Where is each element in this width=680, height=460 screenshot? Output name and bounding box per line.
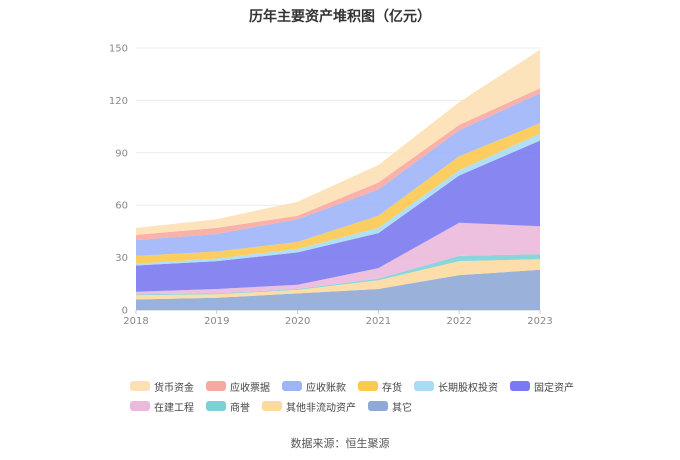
legend-label: 商誉 [230, 402, 250, 414]
chart-title: 历年主要资产堆积图（亿元） [249, 9, 431, 25]
legend-item[interactable]: 其它 [368, 399, 412, 414]
legend-swatch [130, 401, 150, 411]
legend-swatch [206, 401, 226, 411]
area-series-1 [136, 269, 540, 310]
y-tick-label: 150 [109, 44, 128, 55]
y-tick-label: 30 [115, 253, 128, 264]
legend-row: 在建工程 商誉 其他非流动资产 其它 [130, 396, 560, 416]
area-series-10 [136, 49, 540, 235]
x-tick-label: 2022 [446, 316, 471, 327]
legend-item[interactable]: 长期股权投资 [414, 379, 498, 394]
chart-legend: 货币资金 应收票据 应收账款 存货 长期股权投资 固定资产在建工程 商誉 其他非流动资产 其它 [130, 376, 574, 416]
legend-label: 存货 [382, 382, 402, 394]
legend-item[interactable]: 应收票据 [206, 379, 270, 394]
legend-swatch [414, 381, 434, 391]
area-series-7 [136, 123, 540, 264]
x-tick-label: 2018 [123, 316, 148, 327]
legend-label: 固定资产 [534, 382, 574, 394]
legend-item[interactable]: 货币资金 [130, 379, 194, 394]
legend-swatch [130, 381, 150, 391]
area-series-3 [136, 254, 540, 296]
legend-item[interactable]: 固定资产 [510, 379, 574, 394]
data-source-note: 数据来源：恒生聚源 [290, 437, 390, 450]
legend-item[interactable]: 其他非流动资产 [262, 399, 356, 414]
area-series-2 [136, 259, 540, 300]
y-tick-label: 60 [115, 201, 128, 212]
y-tick-label: 90 [115, 148, 128, 159]
x-tick-label: 2020 [285, 316, 310, 327]
legend-swatch [262, 401, 282, 411]
area-series-5 [136, 140, 540, 292]
legend-swatch [368, 401, 388, 411]
legend-item[interactable]: 在建工程 [130, 399, 194, 414]
legend-row: 货币资金 应收票据 应收账款 存货 长期股权投资 固定资产 [130, 376, 574, 396]
x-tick-label: 2019 [204, 316, 229, 327]
area-series-8 [136, 93, 540, 256]
legend-label: 长期股权投资 [438, 382, 498, 394]
legend-swatch [510, 381, 530, 391]
area-series-6 [136, 133, 540, 266]
legend-swatch [282, 381, 302, 391]
legend-item[interactable]: 应收账款 [282, 379, 346, 394]
legend-label: 货币资金 [154, 382, 194, 394]
y-tick-label: 0 [122, 306, 128, 317]
legend-label: 应收票据 [230, 382, 270, 394]
legend-label: 应收账款 [306, 382, 346, 394]
legend-label: 其它 [392, 402, 412, 414]
stacked-area-chart: 0 30 60 90 120 150 2018 2019 2020 2021 2022 2023 [109, 44, 553, 328]
area-series-4 [136, 222, 540, 295]
legend-swatch [358, 381, 378, 391]
legend-label: 其他非流动资产 [286, 402, 356, 414]
x-tick-label: 2023 [527, 316, 552, 327]
legend-item[interactable]: 存货 [358, 379, 402, 394]
x-tick-label: 2021 [366, 316, 391, 327]
y-tick-label: 120 [109, 96, 128, 107]
legend-swatch [206, 381, 226, 391]
legend-label: 在建工程 [154, 402, 194, 414]
legend-item[interactable]: 商誉 [206, 399, 250, 414]
